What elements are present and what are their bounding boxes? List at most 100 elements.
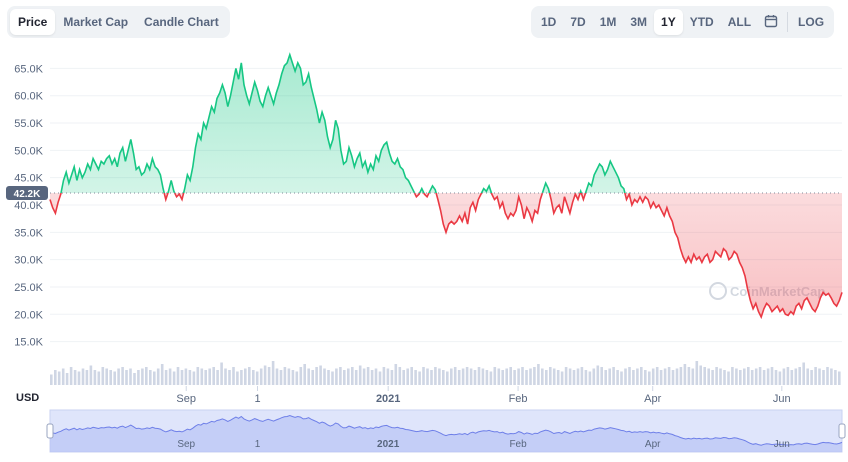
volume-bar — [263, 365, 267, 385]
volume-bar — [754, 368, 758, 385]
volume-bar — [125, 370, 128, 385]
navigator-area — [50, 415, 842, 452]
volume-bar — [57, 371, 61, 385]
volume-bar — [723, 370, 726, 385]
x-tick-label: 1 — [254, 393, 260, 405]
x-tick-label: Feb — [509, 393, 528, 405]
volume-bar — [319, 365, 322, 385]
volume-bar — [687, 367, 691, 385]
volume-bar — [192, 371, 196, 385]
volume-bar — [204, 370, 207, 385]
navigator-tick-label: Feb — [509, 439, 527, 450]
range-all[interactable]: ALL — [727, 15, 752, 29]
volume-bar — [279, 370, 283, 385]
volume-bar — [509, 367, 512, 385]
price-line-down — [49, 192, 843, 320]
volume-bar — [608, 368, 611, 385]
volume-bar — [311, 370, 314, 385]
volume-bar — [604, 370, 607, 385]
volume-bar — [196, 367, 200, 385]
volume-bars — [50, 361, 841, 385]
price-area-down — [50, 192, 842, 317]
volume-bar — [461, 368, 465, 385]
tab-price[interactable]: Price — [10, 9, 56, 35]
volume-bar — [283, 367, 287, 385]
volume-bar — [545, 370, 548, 385]
navigator-handle-left[interactable] — [46, 423, 54, 439]
volume-bar — [240, 370, 243, 385]
volume-bar — [347, 368, 350, 385]
volume-bar — [54, 370, 57, 385]
calendar-icon[interactable] — [758, 9, 784, 35]
volume-bar — [675, 368, 679, 385]
range-1y[interactable]: 1Y — [654, 9, 683, 35]
volume-bar — [244, 368, 247, 385]
y-tick-label: 25.0K — [14, 282, 43, 294]
tab-candle-chart[interactable]: Candle Chart — [144, 15, 219, 29]
volume-bar — [69, 367, 73, 385]
volume-bar — [176, 367, 180, 385]
range-3m[interactable]: 3M — [630, 15, 648, 29]
range-navigator[interactable]: Sep 1 2021 Feb Apr Jun — [46, 409, 846, 453]
volume-bar — [632, 370, 635, 385]
volume-bar — [624, 368, 627, 385]
y-tick-label: 50.0K — [14, 145, 43, 157]
range-7d[interactable]: 7D — [570, 15, 586, 29]
volume-bar — [299, 367, 303, 385]
volume-bar — [774, 370, 778, 385]
volume-bar — [620, 371, 623, 385]
volume-bar — [671, 370, 675, 385]
x-tick-label: 2021 — [376, 393, 400, 405]
volume-bar — [747, 367, 750, 385]
volume-bar — [580, 367, 584, 385]
volume-bar — [89, 365, 93, 385]
volume-bar — [374, 368, 378, 385]
volume-bar — [481, 368, 485, 385]
range-ytd[interactable]: YTD — [689, 15, 714, 29]
volume-bar — [549, 367, 552, 385]
navigator-tick-label: Jun — [774, 439, 790, 450]
volume-bar — [457, 370, 461, 385]
volume-bar — [703, 367, 706, 385]
y-tick-label: 30.0K — [14, 255, 43, 267]
volume-bar — [465, 367, 469, 385]
volume-bar — [97, 371, 101, 385]
tab-market-cap[interactable]: Market Cap — [63, 15, 129, 29]
volume-bar — [798, 367, 801, 385]
y-tick-label: 20.0K — [14, 309, 43, 321]
volume-bar — [394, 364, 398, 385]
volume-bar — [501, 370, 504, 385]
volume-bar — [806, 368, 809, 385]
volume-bar — [77, 371, 81, 385]
volume-bar — [529, 368, 532, 385]
volume-bar — [802, 362, 805, 385]
range-1d[interactable]: 1D — [541, 15, 557, 29]
volume-bar — [814, 367, 817, 385]
volume-bar — [707, 368, 710, 385]
volume-bar — [750, 370, 754, 385]
log-toggle[interactable]: LOG — [798, 15, 825, 29]
volume-bar — [335, 368, 338, 385]
range-1m[interactable]: 1M — [599, 15, 617, 29]
navigator-tick-label: Sep — [177, 439, 195, 450]
volume-bar — [133, 373, 136, 385]
volume-bar — [208, 368, 211, 385]
volume-bar — [826, 367, 829, 385]
volume-bar — [398, 367, 402, 385]
volume-bar — [699, 365, 702, 385]
volume-bar — [232, 367, 235, 385]
volume-bar — [818, 368, 821, 385]
volume-bar — [711, 370, 714, 385]
volume-bar — [402, 370, 405, 385]
volume-bar — [564, 367, 568, 385]
volume-bar — [343, 370, 346, 385]
y-axis: 15.0K 20.0K 25.0K 30.0K 35.0K 40.0K 45.0K 50.0K… — [14, 63, 43, 348]
volume-bar — [469, 368, 473, 385]
navigator-handle-right[interactable] — [838, 423, 846, 439]
volume-bar — [184, 368, 188, 385]
volume-bar — [648, 371, 651, 385]
volume-bar — [659, 370, 663, 385]
volume-bar — [141, 368, 144, 385]
volume-bar — [216, 370, 219, 385]
volume-bar — [93, 370, 97, 385]
